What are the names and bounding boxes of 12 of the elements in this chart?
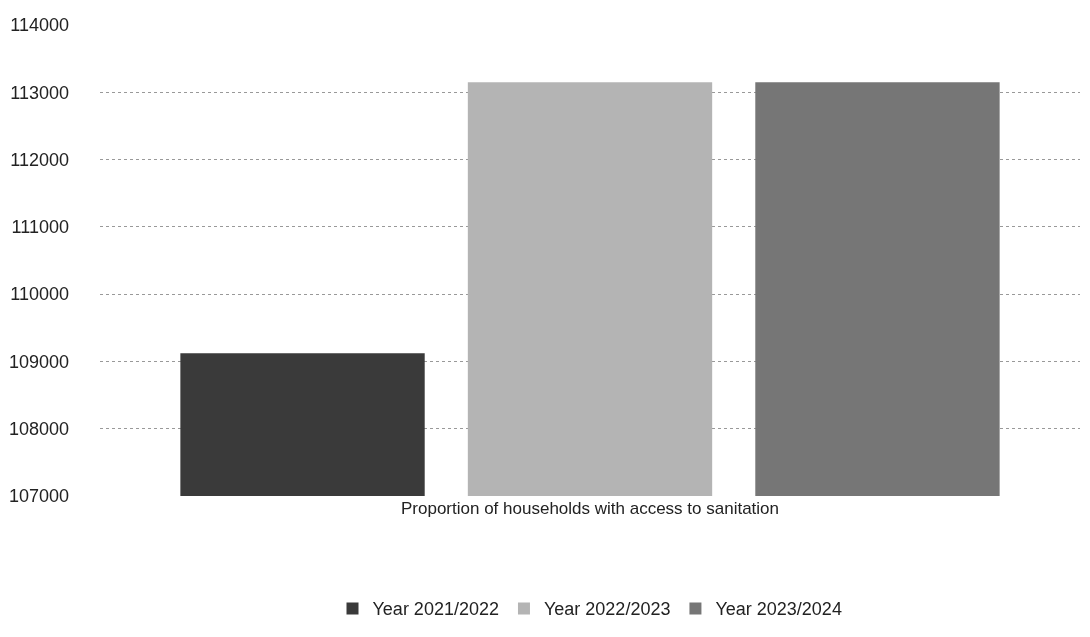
x-tick-label: Proportion of households with access to sanitation xyxy=(400,499,780,518)
y-tick-label: 112000 xyxy=(10,149,69,170)
y-tick-label: 113000 xyxy=(10,82,69,103)
y-tick-label: 107000 xyxy=(8,486,69,507)
y-tick-label: 108000 xyxy=(8,419,69,440)
y-tick-label: 111000 xyxy=(11,217,69,238)
legend-label: Year 2023/2024 xyxy=(715,599,842,620)
legend-label: Year 2021/2022 xyxy=(372,599,499,620)
legend-label: Year 2022/2023 xyxy=(543,599,671,620)
y-tick-label: 110000 xyxy=(10,284,69,305)
y-tick-label: 109000 xyxy=(8,351,69,372)
y-tick-label: 114000 xyxy=(10,15,69,36)
